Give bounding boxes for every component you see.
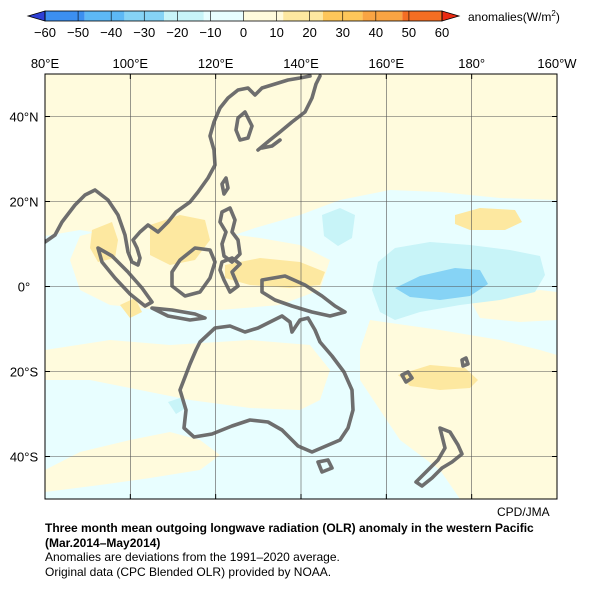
japan-coast — [256, 74, 322, 152]
colorbar-tick-label: −50 — [67, 25, 89, 40]
gridlines — [45, 74, 557, 499]
caption-note-baseline: Anomalies are deviations from the 1991–2… — [45, 550, 340, 564]
longitude-label: 160°E — [369, 56, 405, 71]
colorbar-tick-label: −20 — [166, 25, 188, 40]
olr-anomaly-map: 80°E 100°E 120°E 140°E 160°E 180° 160°W 40°N 20°… — [9, 56, 577, 500]
sulawesi-coast — [218, 256, 242, 294]
latitude-label: 0° — [18, 280, 30, 295]
asia-mainland-coast — [45, 74, 312, 267]
credit-label: CPD/JMA — [497, 505, 550, 519]
colorbar-box — [402, 11, 442, 21]
java-coast — [150, 306, 207, 322]
colorbar-box — [362, 11, 403, 21]
longitude-label: 80°E — [31, 56, 60, 71]
longitude-label: 160°W — [537, 56, 577, 71]
colorbar-tick-label: −30 — [133, 25, 155, 40]
colorbar-box — [84, 11, 125, 21]
longitude-label: 100°E — [113, 56, 149, 71]
longitude-label: 120°E — [198, 56, 234, 71]
caption-note-source: Original data (CPC Blended OLR) provided… — [45, 565, 332, 579]
colorbar-tick-label: −60 — [34, 25, 56, 40]
colorbar-unit-label: anomalies(W/m2) — [468, 9, 560, 24]
longitude-label: 140°E — [283, 56, 319, 71]
longitude-label: 180° — [458, 56, 485, 71]
colorbar: −60 −50 −40 −30 −20 −10 0 10 20 30 40 50 60 anomalie… — [26, 9, 560, 40]
tasmania-coast — [316, 458, 334, 474]
caption-period: (Mar.2014–May2014) — [45, 536, 161, 550]
colorbar-box — [283, 11, 323, 21]
colorbar-tick-label: 30 — [336, 25, 350, 40]
borneo-coast — [170, 246, 217, 298]
sumatra-coast — [96, 246, 154, 308]
colorbar-box — [45, 11, 85, 21]
colorbar-tick-label: −40 — [100, 25, 122, 40]
new-zealand-coast — [414, 426, 464, 488]
korea-coast — [234, 110, 254, 142]
latitude-label: 40°S — [10, 450, 39, 465]
colorbar-tick-label: 20 — [302, 25, 316, 40]
philippines-coast — [218, 206, 242, 264]
taiwan-coast — [220, 176, 230, 196]
latitude-label: 40°N — [9, 110, 38, 125]
colorbar-tick-label: 0 — [240, 25, 247, 40]
colorbar-tick-label: −10 — [199, 25, 221, 40]
colorbar-tick-label: 50 — [402, 25, 416, 40]
latitude-label: 20°N — [9, 195, 38, 210]
colorbar-box — [164, 11, 204, 21]
coastlines — [45, 74, 470, 488]
colorbar-tick-label: 60 — [435, 25, 449, 40]
colorbar-tick-label: 10 — [269, 25, 283, 40]
new-guinea-coast — [260, 274, 347, 318]
strong-negative-anomaly-areas — [395, 268, 488, 300]
australia-coast — [178, 314, 355, 454]
colorbar-box — [243, 11, 284, 21]
colorbar-tick-label: 40 — [369, 25, 383, 40]
latitude-label: 20°S — [10, 365, 39, 380]
fiji-islands-coast — [400, 356, 470, 384]
caption-title: Three month mean outgoing longwave radia… — [45, 521, 534, 535]
colorbar-box — [203, 11, 244, 21]
